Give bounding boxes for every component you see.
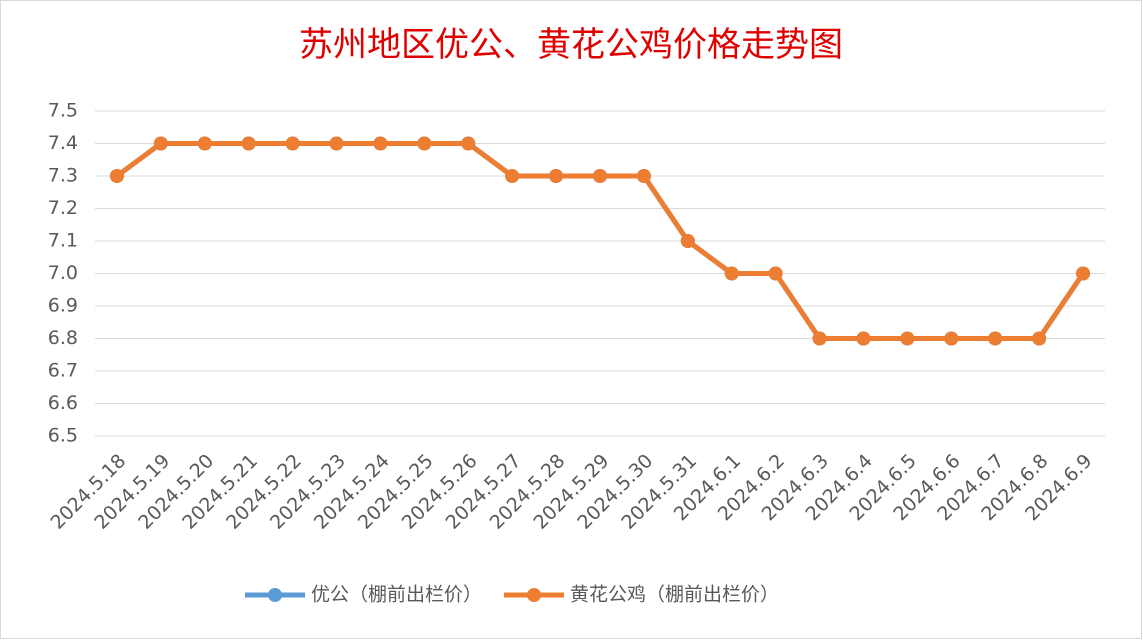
data-point bbox=[197, 136, 212, 151]
y-tick-label: 7.4 bbox=[48, 132, 78, 154]
legend-label: 优公（棚前出栏价） bbox=[311, 584, 482, 606]
data-point bbox=[461, 136, 476, 151]
chart-title: 苏州地区优公、黄花公鸡价格走势图 bbox=[299, 25, 843, 65]
y-tick-label: 7.5 bbox=[48, 100, 78, 122]
data-point bbox=[1076, 266, 1091, 281]
y-tick-label: 7.0 bbox=[48, 262, 78, 284]
data-point bbox=[636, 169, 651, 183]
data-point bbox=[505, 169, 520, 183]
data-point bbox=[549, 169, 564, 183]
y-tick-label: 7.2 bbox=[48, 197, 78, 219]
y-tick-label: 7.3 bbox=[48, 165, 78, 187]
data-point bbox=[1032, 331, 1047, 346]
data-point bbox=[373, 136, 388, 151]
data-point bbox=[724, 266, 739, 281]
data-point bbox=[988, 331, 1003, 346]
y-tick-label: 6.5 bbox=[48, 425, 78, 447]
data-point bbox=[944, 331, 959, 346]
data-point bbox=[593, 169, 607, 183]
data-point bbox=[680, 234, 695, 248]
data-point bbox=[856, 331, 871, 346]
data-point bbox=[153, 136, 168, 151]
y-tick-label: 6.9 bbox=[48, 295, 78, 317]
data-point bbox=[900, 331, 915, 346]
y-tick-label: 6.6 bbox=[48, 392, 78, 414]
data-point bbox=[417, 136, 432, 151]
y-tick-label: 7.1 bbox=[48, 230, 78, 252]
data-point bbox=[329, 136, 344, 151]
data-point bbox=[285, 136, 300, 151]
legend-label: 黄花公鸡（棚前出栏价） bbox=[570, 584, 779, 606]
y-tick-label: 6.8 bbox=[48, 327, 78, 349]
data-point bbox=[768, 266, 783, 281]
data-point bbox=[812, 331, 827, 346]
legend-marker bbox=[527, 588, 542, 602]
y-tick-label: 6.7 bbox=[48, 360, 78, 382]
data-point bbox=[109, 169, 124, 183]
data-point bbox=[241, 136, 256, 151]
legend-marker bbox=[268, 588, 282, 602]
